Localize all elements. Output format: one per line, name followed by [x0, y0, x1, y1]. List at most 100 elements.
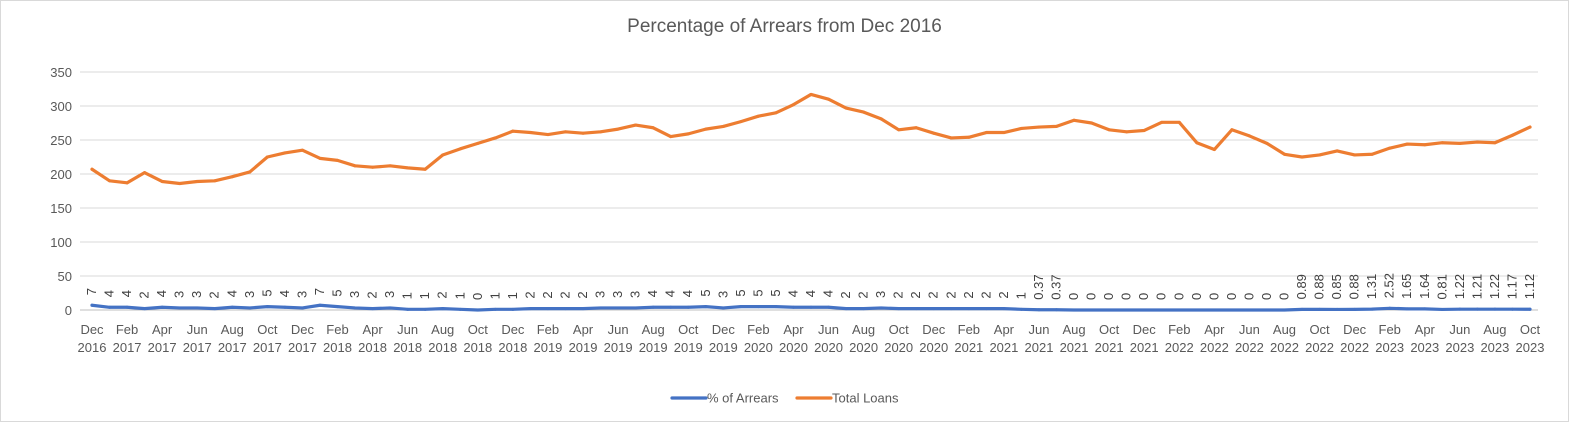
- data-point-1: [1510, 133, 1514, 137]
- x-tick-year: 2022: [1165, 340, 1194, 355]
- x-tick-month: Feb: [537, 322, 559, 337]
- x-tick-month: Feb: [1168, 322, 1190, 337]
- data-point-0: [1212, 308, 1216, 312]
- data-label: 3: [172, 291, 187, 298]
- data-label: 4: [154, 290, 169, 297]
- data-label: 1.65: [1399, 274, 1414, 299]
- x-tick-month: Apr: [362, 322, 383, 337]
- data-label: 2: [978, 291, 993, 298]
- x-tick-year: 2017: [218, 340, 247, 355]
- legend: % of Arrears Total Loans: [670, 391, 899, 406]
- data-point-1: [143, 171, 147, 175]
- x-tick-month: Dec: [501, 322, 525, 337]
- x-tick-year: 2016: [78, 340, 107, 355]
- data-label: 1.21: [1469, 274, 1484, 299]
- x-tick-year: 2020: [884, 340, 913, 355]
- data-point-1: [914, 126, 918, 130]
- data-label: 0: [470, 293, 485, 300]
- x-tick-year: 2023: [1480, 340, 1509, 355]
- x-tick-month: Dec: [712, 322, 736, 337]
- data-point-0: [441, 307, 445, 311]
- x-tick-year: 2021: [1025, 340, 1054, 355]
- data-label: 3: [873, 291, 888, 298]
- data-point-0: [563, 307, 567, 311]
- data-label: 4: [803, 290, 818, 297]
- data-point-1: [353, 164, 357, 168]
- x-tick-month: Dec: [922, 322, 946, 337]
- data-label: 3: [628, 291, 643, 298]
- data-point-1: [318, 156, 322, 160]
- data-point-0: [1353, 307, 1357, 311]
- data-point-0: [423, 307, 427, 311]
- series-line-1: [90, 92, 1532, 186]
- data-point-0: [897, 307, 901, 311]
- data-point-1: [1195, 141, 1199, 145]
- x-tick-year: 2020: [919, 340, 948, 355]
- data-label: 3: [242, 291, 257, 298]
- data-label: 2: [943, 291, 958, 298]
- data-point-0: [511, 307, 515, 311]
- data-point-1: [809, 92, 813, 96]
- data-label: 0: [1259, 293, 1274, 300]
- data-point-1: [178, 182, 182, 186]
- x-tick-month: Aug: [1062, 322, 1085, 337]
- data-point-0: [1510, 307, 1514, 311]
- data-point-1: [897, 128, 901, 132]
- x-tick-year: 2018: [358, 340, 387, 355]
- data-point-0: [949, 307, 953, 311]
- data-point-1: [1528, 125, 1532, 129]
- data-point-1: [248, 170, 252, 174]
- data-point-1: [1107, 128, 1111, 132]
- data-point-0: [1423, 307, 1427, 311]
- y-tick-label: 250: [50, 133, 72, 148]
- data-label: 1: [1013, 292, 1028, 299]
- data-label: 3: [189, 291, 204, 298]
- data-label: 0: [1066, 293, 1081, 300]
- data-point-0: [1125, 308, 1129, 312]
- data-point-0: [686, 305, 690, 309]
- data-point-0: [1282, 308, 1286, 312]
- data-point-1: [634, 123, 638, 127]
- data-point-1: [581, 131, 585, 135]
- data-point-1: [1055, 124, 1059, 128]
- data-point-1: [1370, 152, 1374, 156]
- data-point-1: [967, 135, 971, 139]
- x-tick-year: 2021: [954, 340, 983, 355]
- data-point-1: [283, 151, 287, 155]
- data-point-1: [1230, 128, 1234, 132]
- data-point-1: [1388, 146, 1392, 150]
- x-tick-month: Aug: [1273, 322, 1296, 337]
- x-tick-year: 2017: [288, 340, 317, 355]
- x-tick-year: 2023: [1445, 340, 1474, 355]
- data-point-1: [195, 179, 199, 183]
- data-label: 1.64: [1417, 274, 1432, 299]
- data-point-1: [528, 131, 532, 135]
- data-label: 2.52: [1382, 273, 1397, 298]
- data-label: 4: [224, 290, 239, 297]
- x-tick-year: 2018: [323, 340, 352, 355]
- data-point-0: [546, 307, 550, 311]
- data-label: 2: [838, 291, 853, 298]
- data-point-1: [791, 103, 795, 107]
- x-tick-month: Dec: [1343, 322, 1367, 337]
- data-label: 5: [259, 289, 274, 296]
- x-tick-month: Dec: [291, 322, 315, 337]
- data-point-0: [967, 307, 971, 311]
- x-tick-year: 2018: [498, 340, 527, 355]
- data-label: 1.22: [1487, 274, 1502, 299]
- data-point-0: [283, 305, 287, 309]
- data-point-1: [984, 131, 988, 135]
- data-point-1: [90, 167, 94, 171]
- data-point-1: [1405, 142, 1409, 146]
- data-label: 1.31: [1364, 274, 1379, 299]
- data-point-0: [932, 307, 936, 311]
- x-tick-month: Oct: [1309, 322, 1330, 337]
- data-label: 0: [1119, 293, 1134, 300]
- data-point-1: [1282, 152, 1286, 156]
- data-point-0: [1247, 308, 1251, 312]
- data-label: 2: [557, 291, 572, 298]
- x-tick-year: 2023: [1410, 340, 1439, 355]
- data-label: 0: [1171, 293, 1186, 300]
